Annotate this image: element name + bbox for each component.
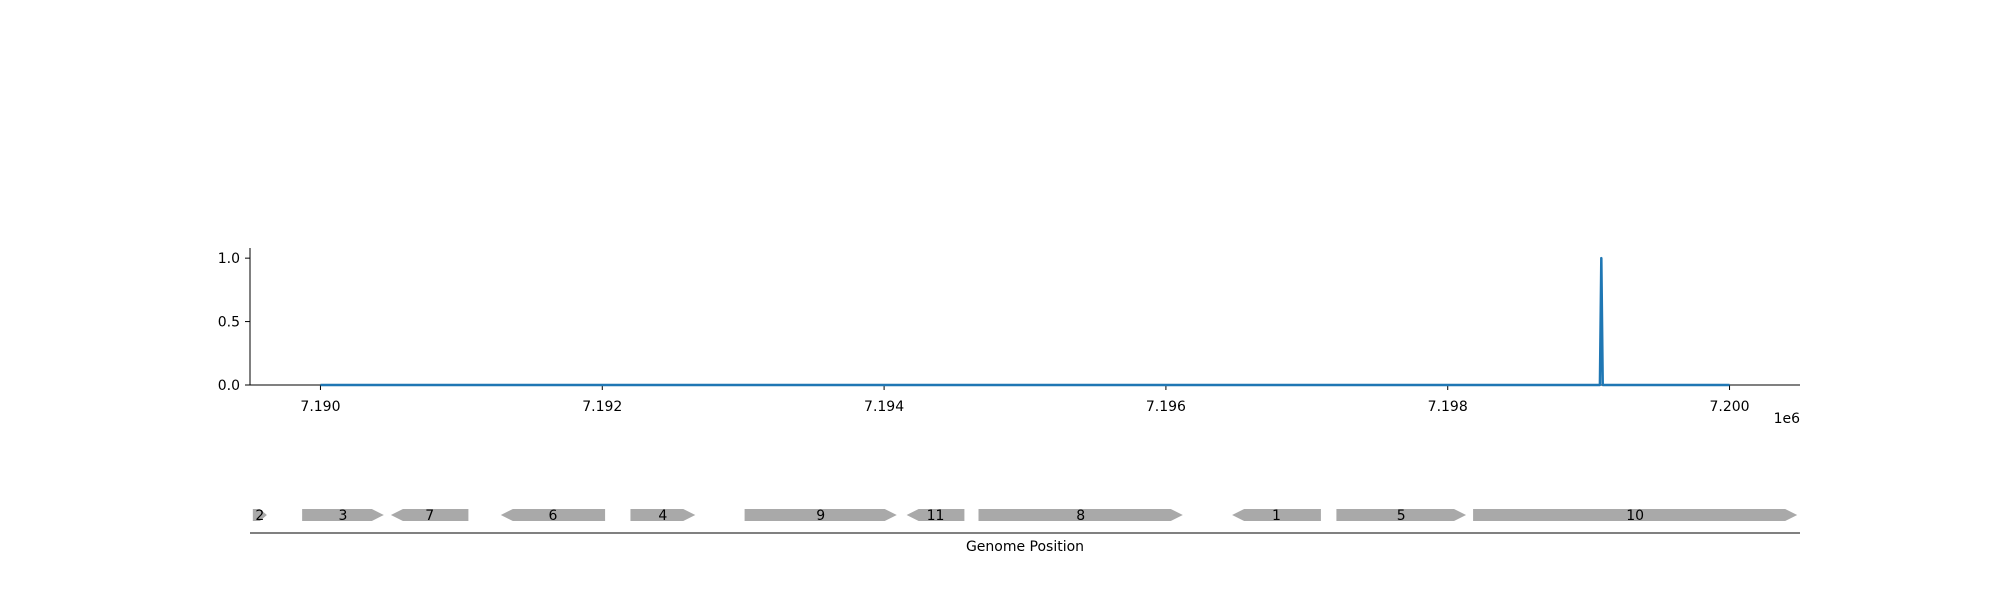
y-tick-label: 0.0: [218, 378, 240, 394]
gene-feature-label: 11: [927, 508, 945, 524]
series-line: [320, 256, 1730, 387]
y-tick-label: 0.5: [218, 315, 240, 331]
gene-feature: [1232, 509, 1321, 521]
gene-feature-label: 3: [339, 508, 348, 524]
x-tick-label: 7.194: [864, 399, 904, 415]
x-offset-label: 1e6: [1774, 411, 1801, 427]
gene-feature-label: 7: [425, 508, 434, 524]
gene-feature: [500, 509, 606, 521]
gene-feature: [302, 509, 384, 521]
gene-feature-label: 1: [1272, 508, 1281, 524]
gene-feature-label: 2: [255, 508, 264, 524]
gene-feature: [906, 509, 965, 521]
x-tick-label: 7.198: [1428, 399, 1468, 415]
gene-feature: [630, 509, 696, 521]
gene-track: 2 3 7 6 4 9 11 8 1 5 10 Genome Position: [250, 508, 1800, 555]
gene-feature: [978, 509, 1183, 521]
gene-feature-label: 8: [1076, 508, 1085, 524]
gene-feature-label: 5: [1397, 508, 1406, 524]
gene-feature-label: 6: [548, 508, 557, 524]
coverage-plot: 0.0 0.5 1.0 7.190 7.192 7.194 7.196 7.198 7.200 1…: [218, 248, 1800, 427]
x-tick-label: 7.190: [300, 399, 340, 415]
x-tick-label: 7.192: [582, 399, 622, 415]
x-tick-label: 7.200: [1709, 399, 1749, 415]
x-tick-label: 7.196: [1146, 399, 1186, 415]
gene-feature-label: 4: [658, 508, 667, 524]
gene-feature: [390, 509, 469, 521]
y-tick-label: 1.0: [218, 251, 240, 267]
gene-feature-label: 9: [816, 508, 825, 524]
gene-feature-label: 10: [1626, 508, 1644, 524]
track-x-axis-label: Genome Position: [966, 539, 1084, 555]
gene-feature: [1336, 509, 1467, 521]
gene-feature: [252, 509, 267, 521]
gene-feature: [744, 509, 897, 521]
gene-feature: [1473, 509, 1798, 521]
